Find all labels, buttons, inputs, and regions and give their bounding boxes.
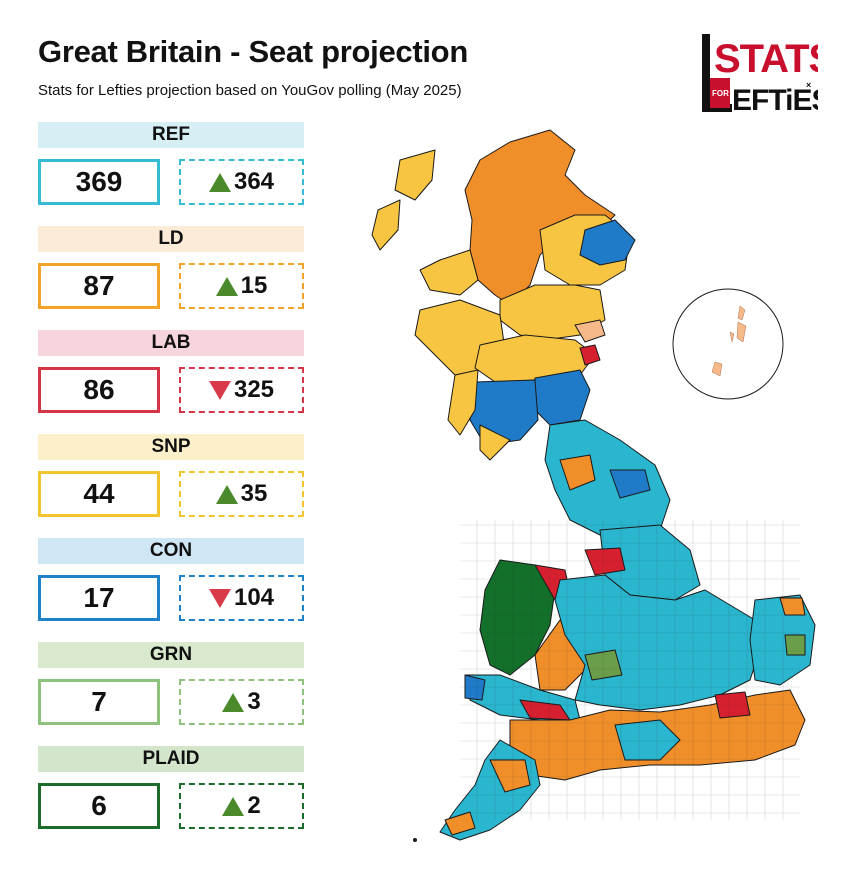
map-region-fife bbox=[574, 319, 606, 343]
party-block-ld: LD 87 15 bbox=[38, 226, 304, 309]
seat-change-value: 325 bbox=[233, 376, 275, 403]
uk-seat-map bbox=[371, 129, 816, 842]
party-label: PLAID bbox=[38, 746, 304, 772]
seat-change-value: 35 bbox=[240, 480, 268, 507]
map-region-north-scotland-top bbox=[394, 149, 436, 201]
party-label: CON bbox=[38, 538, 304, 564]
map-region-borders-con bbox=[529, 369, 591, 426]
down-triangle-icon bbox=[208, 380, 231, 400]
map-region-ayrshire bbox=[479, 424, 511, 461]
shetland-inset bbox=[672, 288, 784, 400]
map-region-skye bbox=[419, 249, 479, 296]
seat-change: 35 bbox=[179, 471, 304, 517]
seat-change-value: 3 bbox=[247, 688, 261, 715]
seat-change: 15 bbox=[179, 263, 304, 309]
seat-change: 104 bbox=[179, 575, 304, 621]
page-title: Great Britain - Seat projection bbox=[38, 34, 468, 69]
seat-change: 325 bbox=[179, 367, 304, 413]
up-triangle-icon bbox=[215, 276, 238, 296]
map-region-galloway bbox=[447, 369, 479, 436]
seat-change: 3 bbox=[179, 679, 304, 725]
map-region-western-isles bbox=[371, 199, 401, 251]
party-label: LD bbox=[38, 226, 304, 252]
seat-change-value: 2 bbox=[247, 792, 261, 819]
up-triangle-icon bbox=[215, 484, 238, 504]
map-region-east-con bbox=[579, 219, 636, 266]
seat-change-value: 104 bbox=[233, 584, 275, 611]
seat-count: 87 bbox=[38, 263, 160, 309]
seat-count: 44 bbox=[38, 471, 160, 517]
party-figures: 369 364 bbox=[38, 159, 304, 205]
constituency-borders-texture bbox=[460, 520, 800, 820]
party-figures: 44 35 bbox=[38, 471, 304, 517]
party-block-snp: SNP 44 35 bbox=[38, 434, 304, 517]
map-region-yorkshire-con bbox=[609, 469, 651, 499]
party-block-grn: GRN 7 3 bbox=[38, 642, 304, 725]
party-figures: 87 15 bbox=[38, 263, 304, 309]
map-region-cumbria-ld bbox=[559, 454, 596, 491]
party-label: GRN bbox=[38, 642, 304, 668]
seat-count: 7 bbox=[38, 679, 160, 725]
stats-for-lefties-logo: STATS FOR EFTiES × bbox=[702, 34, 818, 116]
down-triangle-icon bbox=[208, 588, 231, 608]
seat-count: 6 bbox=[38, 783, 160, 829]
seat-change: 2 bbox=[179, 783, 304, 829]
party-figures: 86 325 bbox=[38, 367, 304, 413]
svg-text:STATS: STATS bbox=[714, 37, 818, 81]
party-block-lab: LAB 86 325 bbox=[38, 330, 304, 413]
party-block-plaid: PLAID 6 2 bbox=[38, 746, 304, 829]
seat-count: 369 bbox=[38, 159, 160, 205]
seat-change-value: 15 bbox=[240, 272, 268, 299]
party-figures: 17 104 bbox=[38, 575, 304, 621]
svg-text:×: × bbox=[806, 80, 811, 90]
party-label: SNP bbox=[38, 434, 304, 460]
up-triangle-icon bbox=[222, 692, 245, 712]
party-label: REF bbox=[38, 122, 304, 148]
seat-change-value: 364 bbox=[233, 168, 275, 195]
up-triangle-icon bbox=[222, 796, 245, 816]
up-triangle-icon bbox=[208, 172, 231, 192]
seat-change: 364 bbox=[179, 159, 304, 205]
svg-text:FOR: FOR bbox=[712, 89, 729, 98]
seat-count: 17 bbox=[38, 575, 160, 621]
map-region-edinburgh-lab bbox=[579, 344, 601, 366]
scilly-isles bbox=[413, 838, 417, 842]
svg-text:EFTiES: EFTiES bbox=[732, 84, 818, 116]
party-label: LAB bbox=[38, 330, 304, 356]
page-subtitle: Stats for Lefties projection based on Yo… bbox=[38, 82, 462, 99]
seat-count: 86 bbox=[38, 367, 160, 413]
party-block-con: CON 17 104 bbox=[38, 538, 304, 621]
shetland-islands bbox=[711, 305, 747, 377]
party-block-ref: REF 369 364 bbox=[38, 122, 304, 205]
